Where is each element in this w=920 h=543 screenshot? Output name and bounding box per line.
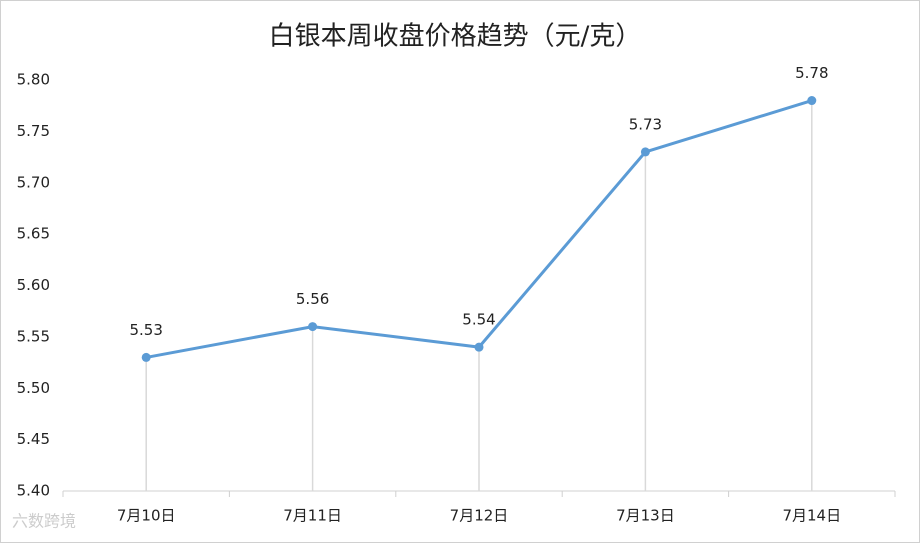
watermark: 六数跨境	[12, 512, 76, 531]
y-tick-label: 5.45	[17, 430, 50, 448]
x-tick-label: 7月11日	[283, 507, 342, 525]
y-tick-label: 5.80	[17, 71, 50, 89]
value-label: 5.56	[296, 290, 329, 308]
y-tick-label: 5.65	[17, 225, 50, 243]
y-tick-label: 5.50	[17, 379, 50, 397]
x-tick-label: 7月12日	[450, 507, 509, 525]
y-tick-label: 5.75	[17, 122, 50, 140]
value-label: 5.53	[129, 321, 162, 339]
value-label: 5.54	[462, 311, 495, 329]
y-tick-label: 5.55	[17, 327, 50, 345]
point	[640, 147, 650, 157]
point	[807, 96, 817, 106]
point	[308, 322, 318, 332]
y-tick-label: 5.40	[17, 482, 50, 500]
y-tick-label: 5.60	[17, 276, 50, 294]
x-tick-label: 7月14日	[782, 507, 841, 525]
x-tick-label: 7月13日	[616, 507, 675, 525]
x-tick-label: 7月10日	[117, 507, 176, 525]
chart-title: 白银本周收盘价格趋势（元/克）	[269, 22, 642, 52]
value-label: 5.78	[795, 64, 828, 82]
point	[474, 342, 484, 352]
value-label: 5.73	[629, 115, 662, 133]
y-tick-label: 5.70	[17, 173, 50, 191]
point	[141, 352, 151, 362]
